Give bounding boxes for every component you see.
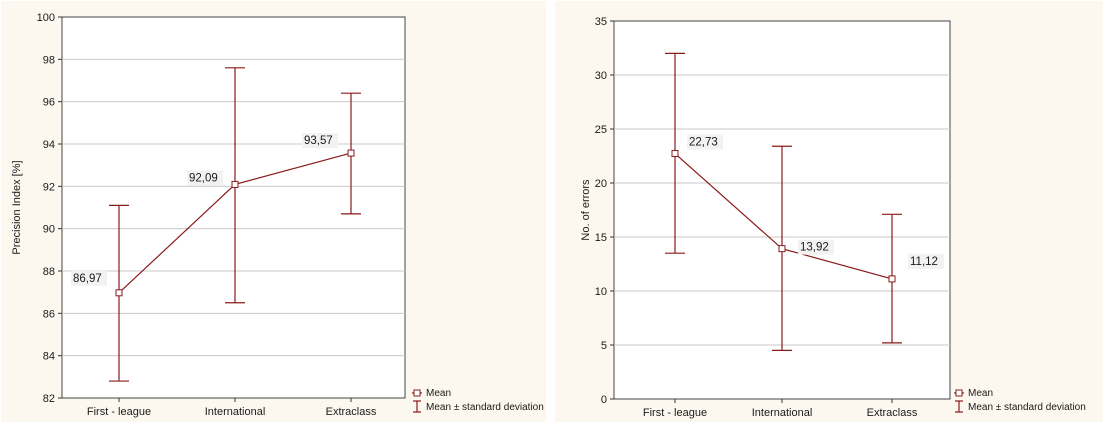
data-label: 11,12 xyxy=(910,256,938,268)
y-tick-label: 5 xyxy=(601,340,607,352)
data-label-background xyxy=(687,134,723,150)
errors-chart: 0 5 10 15 20 25 30 35 First - league Internationa… xyxy=(580,16,1086,419)
data-label-background xyxy=(798,239,834,255)
mean-marker xyxy=(888,275,896,283)
data-label-background xyxy=(71,270,107,286)
y-tick-label: 35 xyxy=(595,16,607,28)
data-label: 93,57 xyxy=(304,135,333,147)
data-label-background xyxy=(302,133,338,149)
legend-mean-marker-icon xyxy=(955,389,963,397)
legend-sd-label: Mean ± standard deviation xyxy=(968,402,1086,413)
y-tick-label: 92 xyxy=(43,181,55,193)
data-label: 13,92 xyxy=(800,242,829,254)
data-label: 86,97 xyxy=(73,273,102,285)
mean-marker xyxy=(778,245,786,253)
y-tick-label: 0 xyxy=(601,394,607,406)
y-tick-label: 86 xyxy=(43,308,55,320)
y-tick-label: 94 xyxy=(43,139,55,151)
x-category-label: First - league xyxy=(643,407,707,419)
x-category-label: Extraclass xyxy=(326,406,377,418)
legend-mean-label: Mean xyxy=(426,388,451,399)
mean-marker xyxy=(671,150,679,158)
data-label: 92,09 xyxy=(189,172,218,184)
plot-area xyxy=(61,16,406,399)
y-axis-label: No. of errors xyxy=(580,179,592,241)
data-label-background xyxy=(187,170,223,186)
x-category-label: Extraclass xyxy=(867,407,918,419)
legend-sd-label: Mean ± standard deviation xyxy=(426,402,544,413)
mean-marker xyxy=(231,180,239,188)
y-tick-label: 10 xyxy=(595,286,607,298)
y-tick-label: 82 xyxy=(43,393,55,405)
y-tick-label: 90 xyxy=(43,224,55,236)
x-category-label: International xyxy=(205,406,266,418)
x-category-label: International xyxy=(752,407,813,419)
y-tick-label: 100 xyxy=(37,12,55,24)
y-tick-label: 25 xyxy=(595,124,607,136)
y-tick-label: 30 xyxy=(595,70,607,82)
y-axis-label: Precision Index [%] xyxy=(11,160,23,254)
y-tick-label: 96 xyxy=(43,97,55,109)
y-tick-label: 84 xyxy=(43,351,55,363)
y-tick-label: 88 xyxy=(43,266,55,278)
data-label: 22,73 xyxy=(689,137,718,149)
mean-marker xyxy=(347,149,355,157)
precision-index-chart: 82 84 86 88 90 92 94 96 98 100 First - league Inter… xyxy=(11,12,544,418)
legend-mean-marker-icon xyxy=(413,389,421,397)
y-tick-label: 20 xyxy=(595,178,607,190)
y-tick-label: 15 xyxy=(595,232,607,244)
data-label-background xyxy=(908,253,944,269)
y-tick-label: 98 xyxy=(43,54,55,66)
mean-marker xyxy=(115,289,123,297)
legend-mean-label: Mean xyxy=(968,388,993,399)
x-category-label: First - league xyxy=(87,406,151,418)
